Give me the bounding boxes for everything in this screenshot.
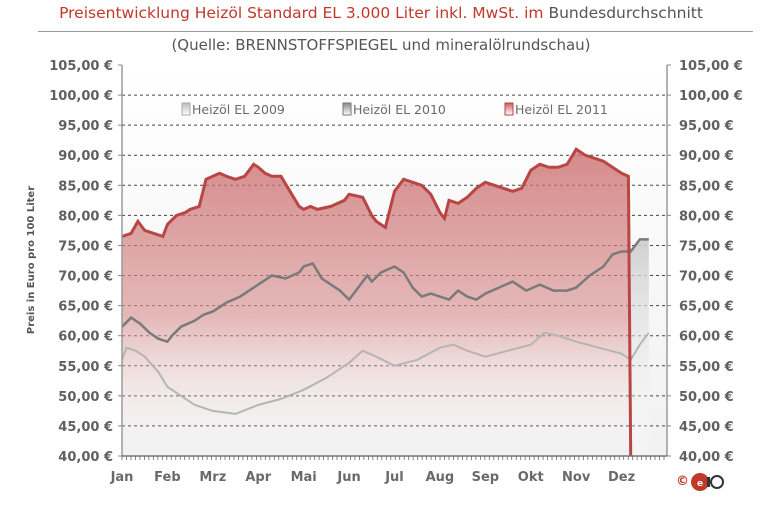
- y-tick-label-left: 55,00 €: [58, 360, 113, 375]
- y-tick-label-left: 95,00 €: [58, 119, 113, 134]
- x-tick-label: Sep: [472, 470, 500, 485]
- x-tick-label: Okt: [518, 470, 544, 485]
- axes: [121, 65, 668, 457]
- series-2009-line: [121, 331, 650, 415]
- x-tick-label: Jan: [110, 470, 134, 485]
- chart-title: Preisentwicklung Heizöl Standard EL 3.00…: [0, 4, 762, 22]
- x-axis: Jan Feb Mrz Apr Mai Jun Jul Aug Sep Okt Nov Dez: [110, 456, 665, 485]
- legend-label: Heizöl EL 2011: [515, 102, 608, 117]
- legend-swatch: [504, 102, 514, 116]
- y-tick-label-left: 60,00 €: [58, 330, 113, 345]
- legend: Heizöl EL 2009 Heizöl EL 2010 Heizöl EL 20…: [181, 102, 608, 117]
- y-axis-title: Preis in Euro pro 100 Liter: [26, 186, 37, 334]
- y-tick-label-right: 90,00 €: [679, 149, 734, 164]
- x-tick-label: Mrz: [199, 470, 226, 485]
- y-tick-label-right: 40,00 €: [679, 450, 734, 465]
- x-tick-label: Feb: [154, 470, 180, 485]
- legend-swatch: [342, 102, 352, 116]
- y-tick-label-right: 75,00 €: [679, 239, 734, 254]
- y-tick-label-left: 45,00 €: [58, 420, 113, 435]
- y-tick-label-right: 70,00 €: [679, 270, 734, 285]
- series-2010-tail-area: [630, 239, 649, 456]
- y-tick-label-right: 95,00 €: [679, 119, 734, 134]
- chart-subtitle: (Quelle: BRENNSTOFFSPIEGEL und mineralöl…: [171, 36, 591, 54]
- x-tick-label: Jun: [336, 470, 360, 485]
- legend-swatch: [181, 102, 191, 116]
- y-tick-label-left: 65,00 €: [58, 300, 113, 315]
- y-tick-label-left: 80,00 €: [58, 209, 113, 224]
- copyright-symbol: ©: [676, 474, 689, 489]
- title-divider: [38, 31, 753, 32]
- svg-text:e: e: [697, 479, 703, 489]
- y-tick-label-right: 55,00 €: [679, 360, 734, 375]
- y-tick-label-left: 85,00 €: [58, 179, 113, 194]
- y-tick-label-right: 45,00 €: [679, 420, 734, 435]
- legend-label: Heizöl EL 2010: [353, 102, 446, 117]
- y-tick-label-left: 40,00 €: [58, 450, 113, 465]
- x-tick-label: Mai: [291, 470, 317, 485]
- y-tick-label-right: 100,00 €: [679, 89, 743, 104]
- x-tick-label: Jul: [384, 470, 404, 485]
- series-2011-area: [122, 149, 631, 456]
- chart-title-main: Preisentwicklung Heizöl Standard EL 3.00…: [59, 4, 544, 22]
- series-2011-line: [121, 147, 633, 457]
- x-tick-label: Nov: [562, 470, 591, 485]
- y-axis-right: 40,00 € 45,00 € 50,00 € 55,00 € 60,00 € 65,00…: [667, 59, 743, 465]
- y-tick-label-right: 85,00 €: [679, 179, 734, 194]
- y-tick-label-left: 50,00 €: [58, 390, 113, 405]
- y-tick-label-right: 50,00 €: [679, 390, 734, 405]
- y-tick-label-left: 75,00 €: [58, 239, 113, 254]
- y-tick-label-left: 70,00 €: [58, 270, 113, 285]
- legend-label: Heizöl EL 2009: [192, 102, 285, 117]
- y-tick-label-left: 105,00 €: [49, 59, 113, 74]
- y-tick-label-right: 105,00 €: [679, 59, 743, 74]
- oelo-logo-icon: e: [691, 473, 724, 491]
- y-tick-label-left: 100,00 €: [49, 89, 113, 104]
- y-tick-label-right: 80,00 €: [679, 209, 734, 224]
- chart-title-region: Bundesdurchschnitt: [543, 4, 703, 22]
- y-tick-label-right: 65,00 €: [679, 300, 734, 315]
- series-2010-line: [121, 238, 649, 344]
- y-tick-label-left: 90,00 €: [58, 149, 113, 164]
- x-tick-label: Apr: [245, 470, 271, 485]
- y-axis-left: 40,00 € 45,00 € 50,00 € 55,00 € 60,00 € 65,00…: [49, 59, 122, 465]
- y-tick-label-right: 60,00 €: [679, 330, 734, 345]
- x-tick-label: Aug: [426, 470, 455, 485]
- x-tick-label: Dez: [608, 470, 635, 485]
